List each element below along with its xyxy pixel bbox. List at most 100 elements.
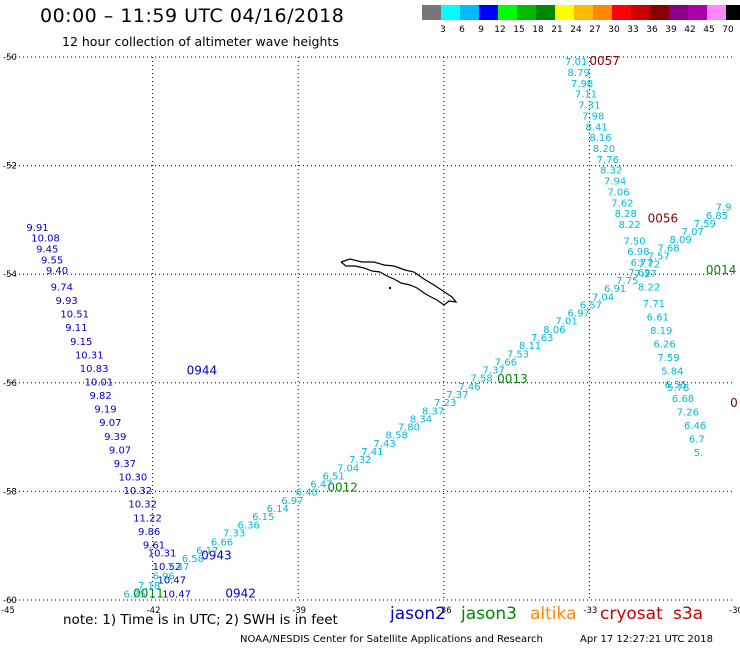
swh-value-s3a: 6.58 [182, 554, 204, 565]
swh-value-jason2: 9.61 [143, 540, 165, 551]
swh-value-s3a: 7.59 [657, 353, 679, 364]
island-coastline [340, 258, 458, 306]
swh-value-s3a: 8.20 [593, 144, 615, 155]
swh-value-jason2: 9.93 [56, 296, 78, 307]
colorbar-swatch [631, 5, 650, 20]
swh-value-jason2: 9.74 [51, 282, 73, 293]
swh-value-jason2: 9.82 [90, 391, 112, 402]
swh-value-s3a: 7.33 [223, 528, 245, 539]
legend-jason3: jason3 [461, 604, 517, 624]
colorbar-swatch [460, 5, 479, 20]
swh-value-s3a: 7.23 [434, 398, 456, 409]
swh-value-s3a: 7.58 [470, 374, 492, 385]
swh-value-s3a: 7.06 [607, 187, 629, 198]
timestamp-text: Apr 17 12:27:21 UTC 2018 [580, 634, 713, 645]
swh-value-s3a: 8.19 [650, 326, 672, 337]
pass-time-jason3: 0013 [497, 372, 528, 386]
colorbar-label: 33 [627, 25, 639, 35]
swh-value-s3a: 6.97 [281, 496, 303, 507]
credit-text: NOAA/NESDIS Center for Satellite Applica… [240, 634, 543, 645]
map-title: 00:00 – 11:59 UTC 04/16/2018 [40, 5, 345, 27]
swh-value-jason2: 9.91 [26, 223, 48, 234]
swh-value-s3a: 7.66 [495, 357, 517, 368]
swh-value-jason2: 9.15 [70, 337, 92, 348]
colorbar-label: 45 [703, 25, 715, 35]
swh-value-s3a: 7.07 [682, 227, 704, 238]
lon-tick-label: -42 [147, 606, 161, 616]
pass-time-cryosat: 0 [730, 396, 738, 410]
legend-altika: altika [530, 604, 577, 624]
swh-value-s3a: 7.41 [361, 447, 383, 458]
colorbar-swatch [650, 5, 669, 20]
colorbar-label: 39 [665, 25, 677, 35]
legend-cryosat: cryosat [600, 604, 663, 624]
pass-time-cryosat: 0056 [648, 212, 679, 226]
lat-tick-label: -54 [3, 270, 17, 280]
pass-time-jason2: 0942 [225, 586, 256, 600]
swh-value-s3a: 6.17 [196, 546, 218, 557]
swh-value-s3a: 7.71 [643, 299, 665, 310]
swh-value-s3a: 8.11 [519, 341, 541, 352]
swh-value-jason2: 9.45 [36, 244, 58, 255]
colorbar-label: 18 [532, 25, 544, 35]
swh-value-s3a: 6.51 [322, 471, 344, 482]
colorbar-swatch [726, 5, 740, 20]
swh-value-s3a: 6.91 [604, 284, 626, 295]
pass-time-jason3: 0014 [706, 263, 737, 277]
swh-value-s3a: 7.26 [677, 407, 699, 418]
swh-value-s3a: 7.37 [483, 366, 505, 377]
lat-tick-label: -56 [3, 379, 17, 389]
swh-value-s3a: 7.69 [628, 268, 650, 279]
pass-time-jason3: 0012 [327, 480, 358, 494]
swh-value-s3a: 7.18 [138, 581, 160, 592]
swh-value-s3a: 7.62 [611, 198, 633, 209]
colorbar-label: 15 [513, 25, 525, 35]
colorbar-swatch [669, 5, 688, 20]
colorbar-swatch [593, 5, 612, 20]
swh-value-jason2: 10.30 [119, 473, 148, 484]
swh-value-s3a: 5.84 [661, 367, 683, 378]
swh-value-s3a: 5. [694, 448, 704, 459]
swh-value-jason2: 9.19 [94, 405, 116, 416]
pass-time-jason2: 0944 [187, 364, 218, 378]
colorbar-label: 21 [551, 25, 563, 35]
colorbar-swatch [422, 5, 441, 20]
swh-value-s3a: 8.34 [410, 414, 432, 425]
swh-value-s3a: 8.32 [600, 166, 622, 177]
swh-value-s3a: 6.47 [310, 480, 332, 491]
colorbar-label: 12 [494, 25, 506, 35]
swh-value-s3a: 7.72 [638, 260, 660, 271]
lat-tick-label: -50 [3, 53, 17, 63]
swh-value-s3a: 7.32 [349, 455, 371, 466]
swh-value-s3a: 6.7 [689, 435, 705, 446]
swh-value-s3a: 6.46 [684, 421, 706, 432]
lon-tick-label: -33 [583, 606, 597, 616]
swh-value-jason2: 10.83 [80, 364, 109, 375]
swh-value-s3a: 6.57 [580, 300, 602, 311]
swh-value-jason2: 9.55 [41, 255, 63, 266]
pass-time-cryosat: 0057 [589, 54, 620, 68]
swh-value-jason2: 10.01 [85, 378, 114, 389]
swh-value-s3a: 7.50 [623, 236, 645, 247]
pass-time-jason2: 0943 [201, 548, 232, 562]
swh-value-s3a: 6.96 [153, 571, 175, 582]
swh-value-s3a: 7.63 [531, 333, 553, 344]
swh-value-s3a: 7.43 [373, 439, 395, 450]
swh-value-s3a: 7.37 [446, 390, 468, 401]
swh-value-s3a: 8.79 [568, 68, 590, 79]
colorbar-swatch [574, 5, 593, 20]
colorbar-label: 27 [589, 25, 601, 35]
swh-value-jason2: 9.11 [65, 323, 87, 334]
swh-value-s3a: 6.98 [627, 247, 649, 258]
swh-value-s3a: 7.98 [582, 111, 604, 122]
swh-value-jason2: 10.31 [75, 350, 104, 361]
swh-value-s3a: 7.57 [648, 252, 670, 263]
swh-value-s3a: 6.14 [267, 504, 289, 515]
colorbar-label: 36 [646, 25, 658, 35]
swh-value-s3a: 8.16 [589, 133, 611, 144]
swh-value-s3a: 8.41 [586, 122, 608, 133]
swh-value-s3a: 7.47 [167, 562, 189, 573]
lon-tick-label: -45 [1, 606, 15, 616]
swh-value-s3a: 7.46 [458, 382, 480, 393]
swh-value-s3a: 8.22 [638, 282, 660, 293]
